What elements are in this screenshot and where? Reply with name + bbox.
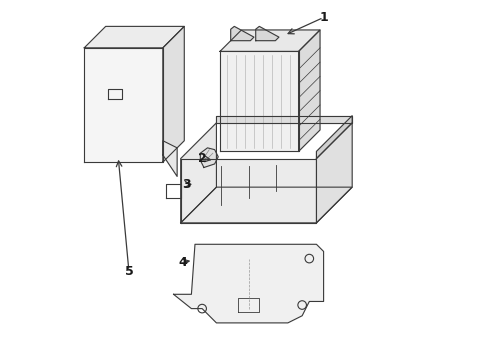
Polygon shape (317, 116, 352, 158)
Text: 3: 3 (182, 178, 191, 191)
Polygon shape (317, 123, 352, 223)
Polygon shape (220, 30, 320, 51)
Polygon shape (163, 26, 184, 162)
Polygon shape (231, 26, 254, 41)
Polygon shape (200, 148, 218, 167)
Text: 4: 4 (178, 256, 187, 269)
Polygon shape (173, 244, 323, 323)
Polygon shape (217, 116, 352, 123)
Polygon shape (298, 30, 320, 152)
Polygon shape (181, 123, 217, 223)
Text: 1: 1 (319, 11, 328, 24)
Polygon shape (84, 48, 163, 162)
Text: 5: 5 (124, 265, 133, 278)
Polygon shape (84, 26, 184, 48)
Polygon shape (256, 26, 279, 41)
Polygon shape (220, 51, 298, 152)
Text: 2: 2 (198, 152, 206, 165)
Polygon shape (181, 187, 352, 223)
Polygon shape (181, 158, 317, 223)
Polygon shape (163, 141, 177, 176)
